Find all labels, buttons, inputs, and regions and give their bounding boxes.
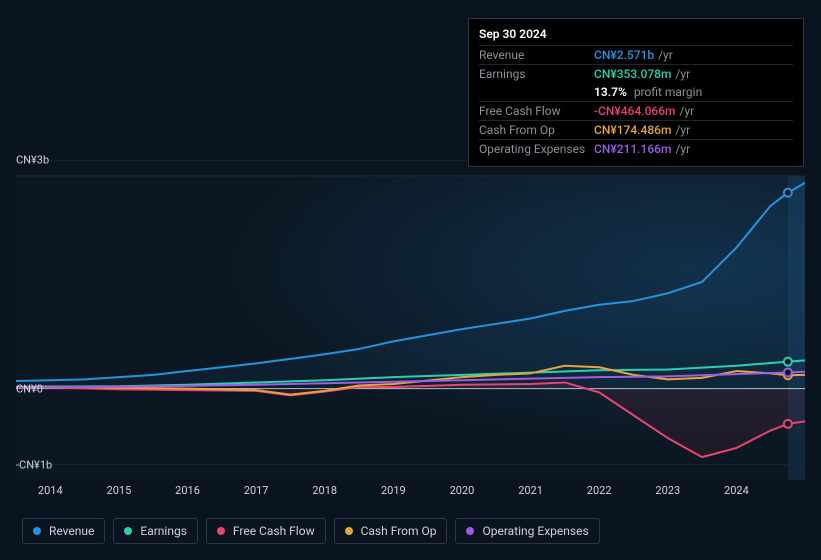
x-axis-label: 2019 — [381, 484, 406, 497]
legend-label: Free Cash Flow — [233, 524, 315, 538]
tooltip-row: RevenueCN¥2.571b/yr — [479, 45, 793, 64]
chart-tooltip: Sep 30 2024 RevenueCN¥2.571b/yrEarningsC… — [468, 18, 804, 167]
y-axis-label: CN¥0 — [16, 382, 50, 395]
tooltip-row-value: CN¥211.166m/yr — [594, 142, 690, 156]
legend-item[interactable]: Cash From Op — [334, 518, 448, 544]
legend-item[interactable]: Earnings — [113, 518, 198, 544]
x-axis-labels: 2014 2015 2016 2017 2018 2019 2020 2021 2022 2023… — [16, 484, 805, 500]
y-axis-label: -CN¥1b — [16, 458, 50, 471]
tooltip-row-value: CN¥353.078m/yr — [594, 67, 690, 81]
x-axis-label: 2021 — [518, 484, 543, 497]
chart-plot-area[interactable] — [16, 160, 805, 480]
x-axis-label: 2014 — [38, 484, 63, 497]
tooltip-row-label: Operating Expenses — [479, 142, 594, 156]
legend-swatch — [217, 527, 225, 535]
tooltip-row-value: CN¥174.486m/yr — [594, 123, 690, 137]
tooltip-row: EarningsCN¥353.078m/yr — [479, 64, 793, 83]
legend-swatch — [124, 527, 132, 535]
x-axis-label: 2016 — [175, 484, 200, 497]
legend-label: Operating Expenses — [482, 524, 588, 538]
legend-label: Earnings — [140, 524, 187, 538]
legend-swatch — [466, 527, 474, 535]
tooltip-row: 13.7% profit margin — [479, 83, 793, 101]
tooltip-row-label: Revenue — [479, 48, 594, 62]
legend-item[interactable]: Free Cash Flow — [206, 518, 326, 544]
chart-svg — [16, 160, 805, 480]
tooltip-row-value: -CN¥464.066m/yr — [594, 104, 694, 118]
x-axis-label: 2024 — [724, 484, 749, 497]
y-axis-label: CN¥3b — [16, 154, 50, 167]
tooltip-row: Free Cash Flow-CN¥464.066m/yr — [479, 101, 793, 120]
tooltip-row: Cash From OpCN¥174.486m/yr — [479, 120, 793, 139]
tooltip-row-value: CN¥2.571b/yr — [594, 48, 673, 62]
tooltip-row-label: Free Cash Flow — [479, 104, 594, 118]
tooltip-date: Sep 30 2024 — [479, 25, 793, 45]
tooltip-row: Operating ExpensesCN¥211.166m/yr — [479, 139, 793, 158]
legend-swatch — [33, 527, 41, 535]
tooltip-row-label: Earnings — [479, 67, 594, 81]
legend-item[interactable]: Operating Expenses — [455, 518, 599, 544]
chart-container: Sep 30 2024 RevenueCN¥2.571b/yrEarningsC… — [0, 0, 821, 560]
x-axis-label: 2020 — [450, 484, 475, 497]
legend-swatch — [345, 527, 353, 535]
legend: Revenue Earnings Free Cash Flow Cash From O… — [22, 518, 600, 544]
legend-item[interactable]: Revenue — [22, 518, 105, 544]
x-axis-label: 2022 — [587, 484, 612, 497]
x-axis-label: 2017 — [244, 484, 269, 497]
x-axis-label: 2018 — [312, 484, 337, 497]
x-axis-label: 2015 — [107, 484, 132, 497]
x-axis-label: 2023 — [655, 484, 680, 497]
legend-label: Revenue — [49, 524, 94, 538]
legend-label: Cash From Op — [361, 524, 437, 538]
tooltip-row-label: Cash From Op — [479, 123, 594, 137]
